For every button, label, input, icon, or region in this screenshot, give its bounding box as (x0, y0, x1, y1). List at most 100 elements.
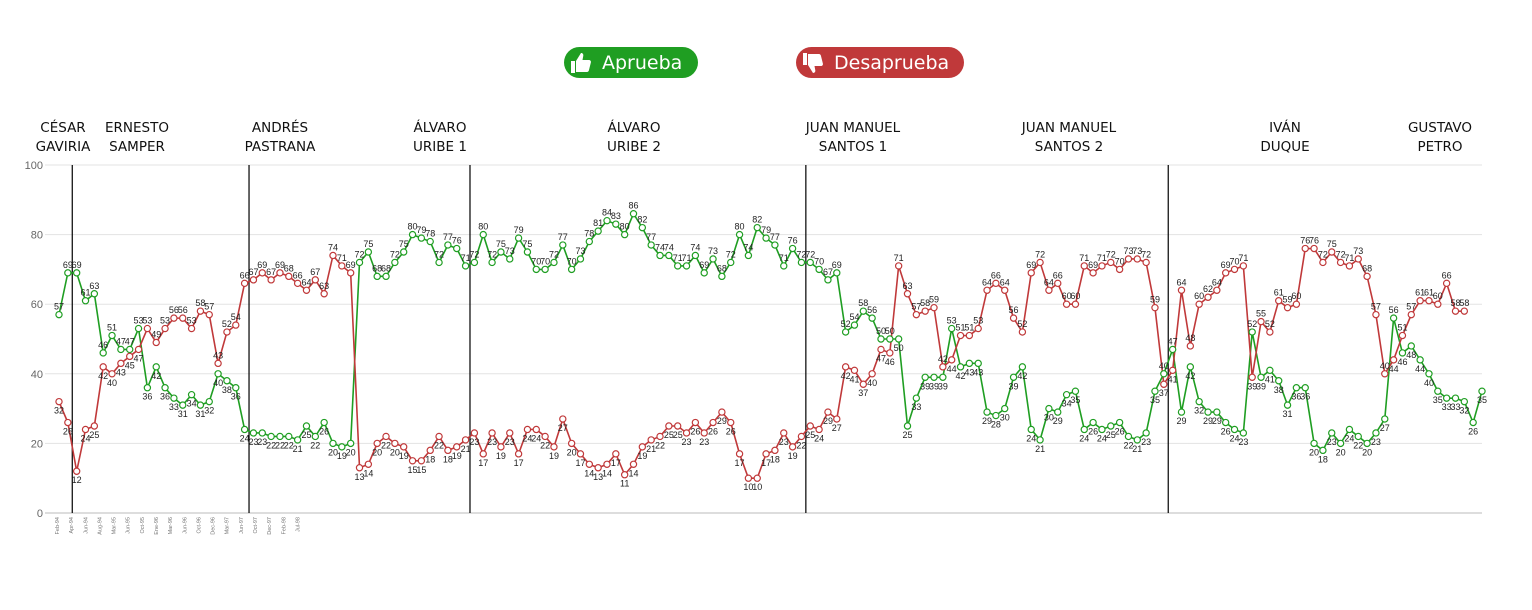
data-labels: 5769696163465147475336423633313431324038… (54, 201, 1487, 492)
data-point (965, 359, 974, 368)
data-point (267, 432, 275, 441)
data-point (1407, 310, 1415, 319)
data-label: 24 (814, 433, 824, 443)
x-tick-label: Jun-96 (182, 517, 188, 534)
data-point (488, 258, 496, 267)
data-point (426, 446, 434, 455)
data-point (1416, 297, 1424, 305)
data-label: 33 (911, 402, 921, 412)
data-point (806, 422, 814, 430)
data-point (656, 432, 664, 441)
data-label: 19 (496, 451, 506, 461)
president-name-uribe-1: ÁLVARO URIBE 1 (413, 120, 467, 155)
data-label: 23 (699, 437, 709, 447)
data-label: 72 (1106, 249, 1116, 259)
data-point (612, 220, 620, 228)
x-tick-label: Feb-98 (281, 517, 287, 534)
data-point (762, 450, 770, 458)
data-label: 21 (646, 444, 656, 454)
data-label: 56 (178, 305, 188, 315)
data-label: 69 (275, 260, 285, 270)
data-point (126, 352, 134, 361)
data-point (232, 384, 240, 392)
data-label: 47 (134, 353, 144, 363)
data-point (859, 307, 868, 315)
data-point (1142, 429, 1150, 437)
data-label: 59 (1150, 295, 1160, 305)
data-point (780, 262, 788, 270)
data-label: 38 (222, 385, 232, 395)
data-point (771, 241, 779, 249)
data-point (656, 251, 664, 260)
data-point (1195, 300, 1203, 308)
data-label: 48 (1185, 333, 1195, 343)
data-label: 80 (620, 222, 630, 232)
data-label: 31 (1283, 409, 1293, 419)
data-point (391, 258, 399, 267)
data-label: 71 (1079, 253, 1089, 263)
president-name-petro: GUSTAVO PETRO (1407, 120, 1473, 155)
data-point (506, 255, 514, 263)
data-point (1089, 269, 1097, 277)
data-label: 70 (1115, 256, 1125, 266)
data-point (1407, 342, 1415, 350)
data-point (99, 363, 107, 371)
data-label: 67 (266, 267, 276, 277)
data-label: 18 (1318, 454, 1328, 464)
data-point (877, 335, 885, 343)
data-label: 42 (151, 371, 161, 381)
data-label: 70 (1230, 256, 1240, 266)
data-point (1027, 269, 1035, 277)
data-label: 66 (1442, 270, 1452, 280)
data-label: 14 (602, 468, 612, 478)
data-label: 58 (858, 298, 868, 308)
data-label: 45 (125, 360, 135, 370)
data-point (214, 359, 222, 368)
data-point (161, 384, 169, 392)
data-label: 73 (708, 246, 718, 256)
data-label: 20 (567, 447, 577, 457)
x-tick-label: Feb-94 (55, 517, 61, 534)
data-point (886, 335, 894, 343)
data-point (523, 425, 532, 434)
data-label: 17 (575, 458, 585, 468)
data-label: 25 (301, 430, 311, 440)
data-label: 60 (1194, 291, 1204, 301)
data-label: 22 (381, 440, 391, 450)
data-label: 71 (1344, 253, 1354, 263)
data-label: 71 (779, 253, 789, 263)
data-label: 23 (1371, 437, 1381, 447)
data-label: 68 (372, 263, 382, 273)
data-label: 59 (929, 295, 939, 305)
x-tick-label: Jun-95 (126, 517, 132, 534)
data-label: 25 (1106, 430, 1116, 440)
data-point (240, 425, 249, 434)
president-name-gaviria: CÉSAR GAVIRIA (35, 120, 91, 155)
data-label: 26 (1221, 427, 1231, 437)
data-point (1248, 328, 1256, 336)
data-label: 75 (399, 239, 409, 249)
data-point (727, 418, 735, 427)
data-label: 71 (682, 253, 692, 263)
data-point (373, 272, 381, 281)
data-label: 32 (54, 406, 64, 416)
data-label: 40 (107, 378, 117, 388)
data-point (1195, 397, 1203, 406)
x-tick-label: Aug-94 (97, 517, 103, 535)
data-label: 57 (911, 302, 921, 312)
data-label: 74 (328, 242, 338, 252)
data-point (974, 359, 982, 368)
data-point (673, 422, 682, 430)
data-label: 72 (1141, 249, 1151, 259)
data-label: 62 (1203, 284, 1213, 294)
data-label: 68 (284, 263, 294, 273)
data-point (1266, 366, 1274, 375)
data-label: 84 (602, 208, 612, 218)
data-point (912, 394, 921, 402)
data-point (1292, 300, 1301, 308)
data-label: 64 (982, 277, 992, 287)
data-point (223, 377, 231, 385)
data-label: 72 (1318, 249, 1328, 259)
data-point (1328, 248, 1336, 256)
data-label: 69 (257, 260, 267, 270)
